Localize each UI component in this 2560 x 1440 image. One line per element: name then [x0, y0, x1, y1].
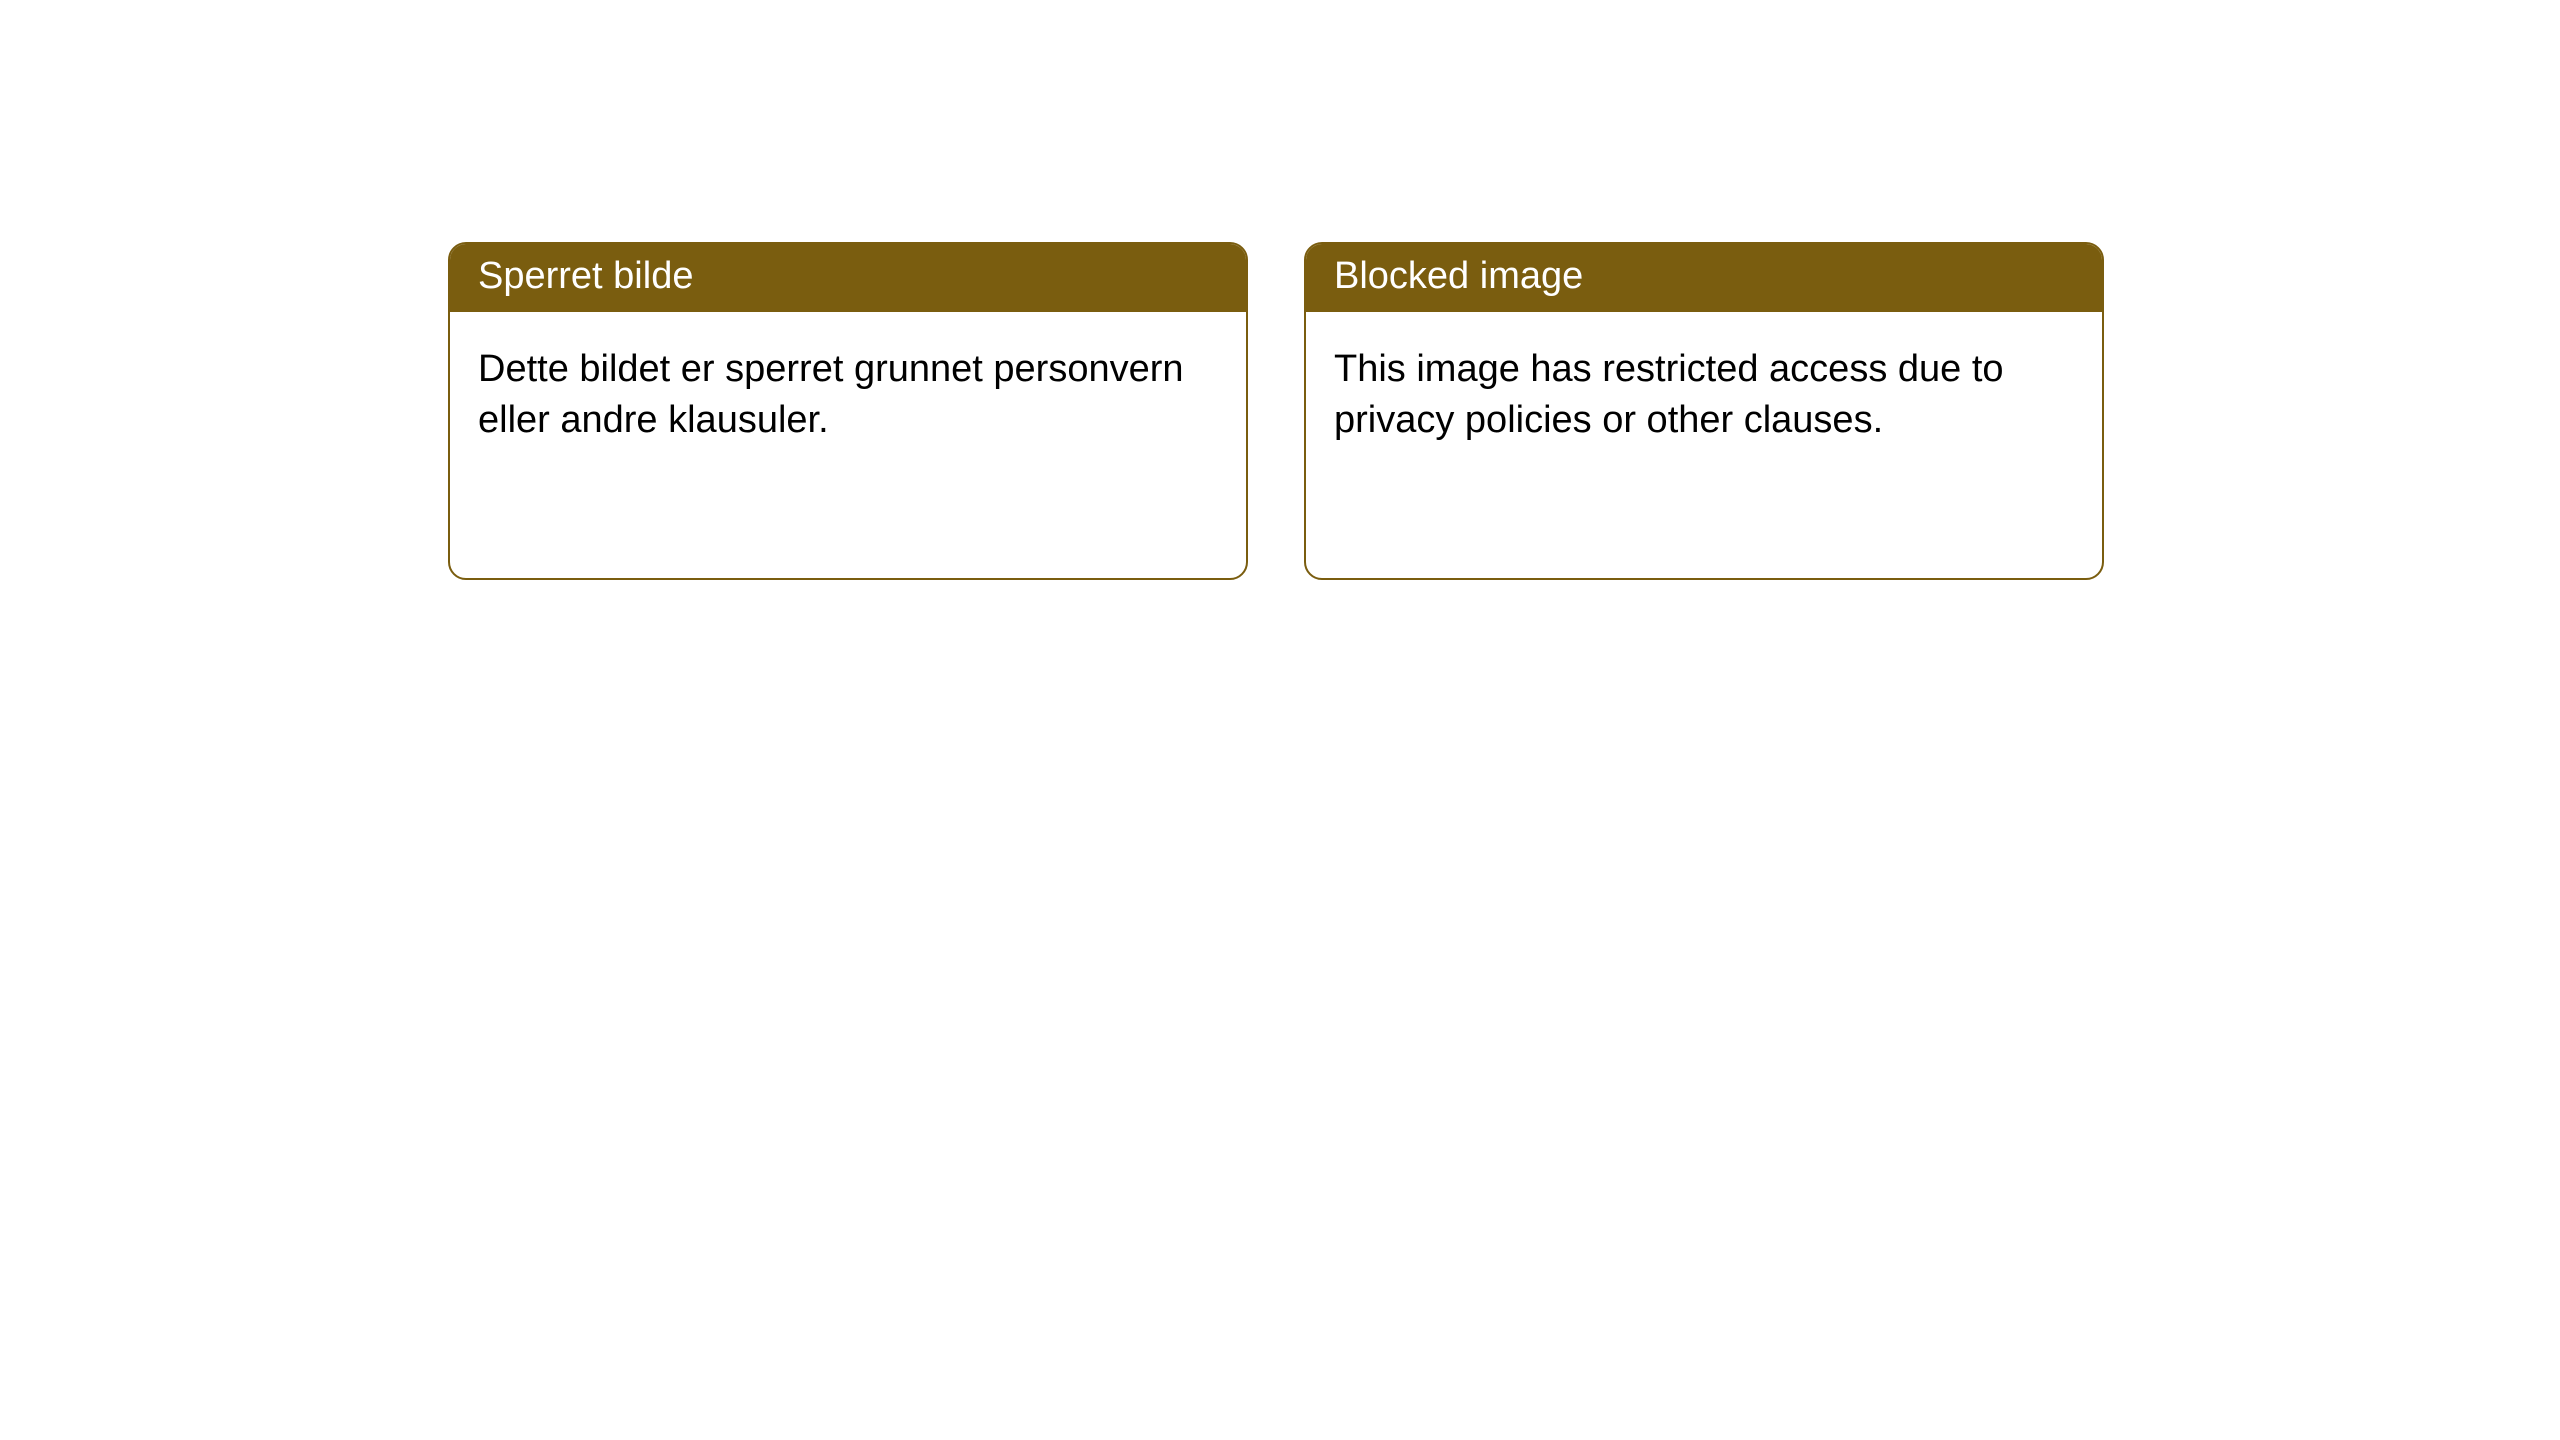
notice-card-en: Blocked image This image has restricted …	[1304, 242, 2104, 580]
notice-card-header-no: Sperret bilde	[450, 244, 1246, 312]
notice-card-header-en: Blocked image	[1306, 244, 2102, 312]
notice-card-no: Sperret bilde Dette bildet er sperret gr…	[448, 242, 1248, 580]
notice-card-body-en: This image has restricted access due to …	[1306, 312, 2102, 479]
notice-card-body-no: Dette bildet er sperret grunnet personve…	[450, 312, 1246, 479]
notice-cards-container: Sperret bilde Dette bildet er sperret gr…	[448, 242, 2104, 580]
